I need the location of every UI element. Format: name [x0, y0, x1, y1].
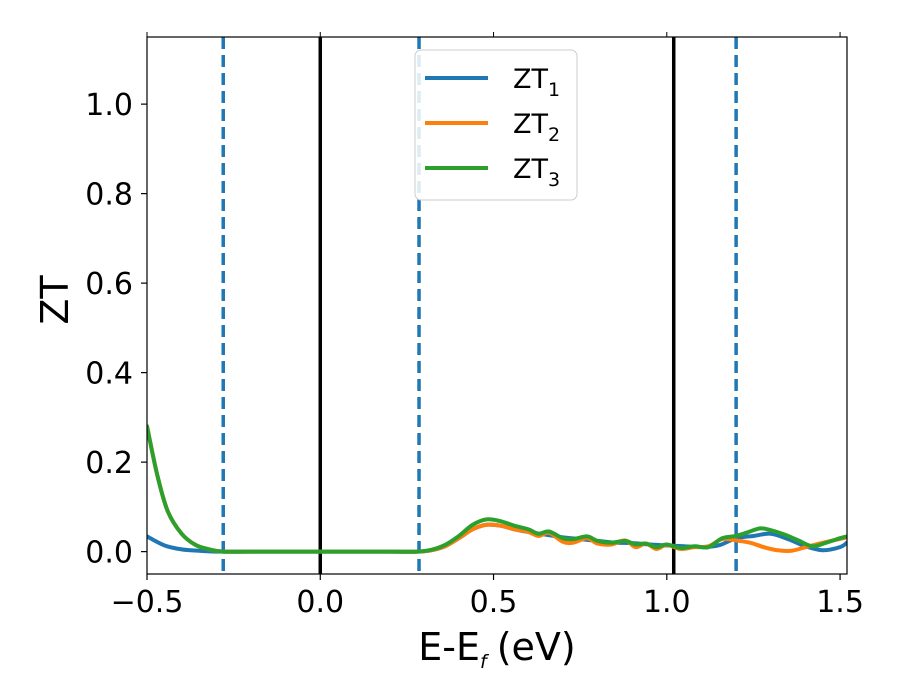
legend-label-zt3: ZT3: [513, 154, 560, 191]
series-line-zt1: [147, 522, 847, 554]
series-lines: [147, 424, 847, 554]
y-axis-ticks: 0.0 0.2 0.4 0.6 0.8 1.0: [85, 88, 147, 571]
y-tick-label: 0.6: [85, 267, 133, 302]
legend-label-zt2: ZT2: [513, 109, 560, 146]
x-tick-label: 1.0: [643, 585, 691, 620]
y-tick-label: 0.8: [85, 178, 133, 213]
vertical-reference-lines: [221, 37, 738, 574]
x-axis-ticks: −0.5 0.0 0.5 1.0 1.5: [111, 32, 864, 620]
y-tick-label: 0.0: [85, 536, 133, 571]
y-axis-label: ZT: [33, 275, 77, 325]
legend: ZT1 ZT2 ZT3: [414, 49, 578, 201]
x-tick-label: 0.5: [470, 585, 518, 620]
legend-box: [414, 49, 578, 201]
x-tick-label: −0.5: [111, 585, 184, 620]
x-axis-label: E-Ef (eV): [418, 625, 575, 673]
y-tick-label: 0.4: [85, 357, 133, 392]
legend-label-zt1: ZT1: [513, 64, 560, 101]
x-tick-label: 0.0: [296, 585, 344, 620]
y-tick-label: 1.0: [85, 88, 133, 123]
plot-area-frame: [146, 36, 848, 575]
x-tick-label: 1.5: [816, 585, 864, 620]
y-tick-label: 0.2: [85, 446, 133, 481]
series-line-zt3: [147, 424, 847, 554]
